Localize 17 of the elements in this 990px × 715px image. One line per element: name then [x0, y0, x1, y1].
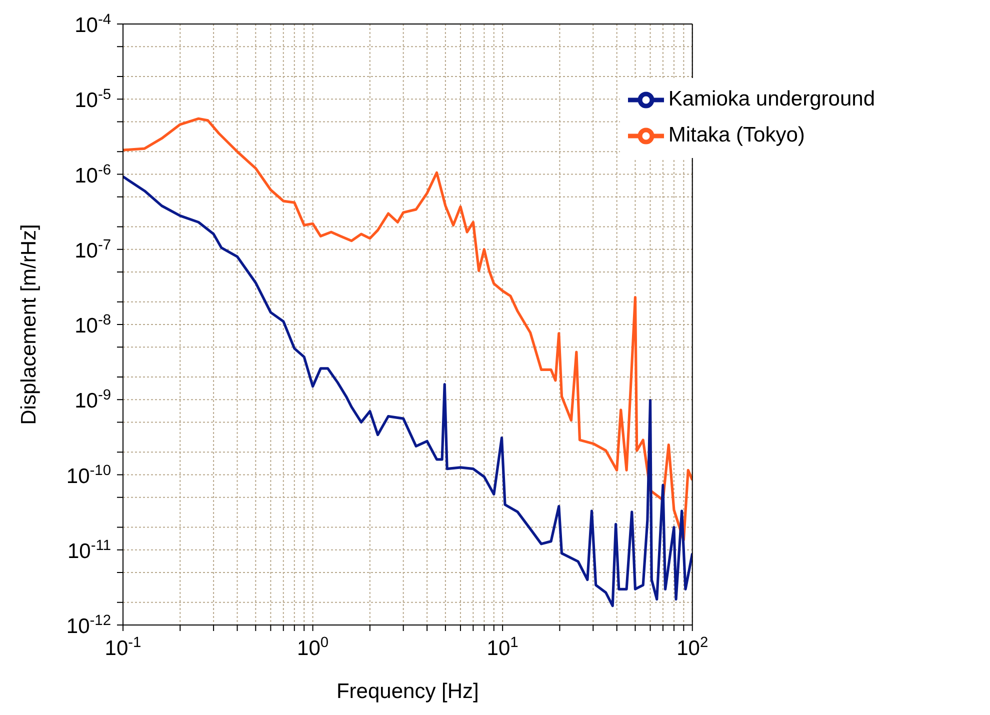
legend-label: Kamioka underground	[668, 88, 875, 111]
y-axis-title: Displacement [m/rHz]	[17, 224, 40, 425]
y-tick-label: 10$^{-6}$	[74, 162, 111, 188]
y-tick-label: 10$^{-5}$	[74, 87, 111, 112]
legend-label: Mitaka (Tokyo)	[668, 124, 805, 147]
y-tick-label: 10$^{-8}$	[74, 312, 111, 338]
y-tick-label: 10$^{-10}$	[66, 462, 111, 488]
x-tick-label: 10$^{0}$	[297, 635, 329, 660]
x-axis-title: Frequency [Hz]	[336, 680, 479, 703]
y-tick-label: 10$^{-11}$	[68, 538, 111, 563]
x-tick-label: 10$^{1}$	[486, 635, 518, 660]
y-tick-label: 10$^{-4}$	[74, 12, 111, 37]
y-tick-label: 10$^{-7}$	[74, 237, 111, 262]
x-tick-label: 10$^{-1}$	[104, 635, 142, 660]
y-tick-label: 10$^{-12}$	[66, 613, 111, 638]
x-tick-label: 10$^{2}$	[676, 635, 708, 660]
y-tick-label: 10$^{-9}$	[74, 388, 111, 413]
